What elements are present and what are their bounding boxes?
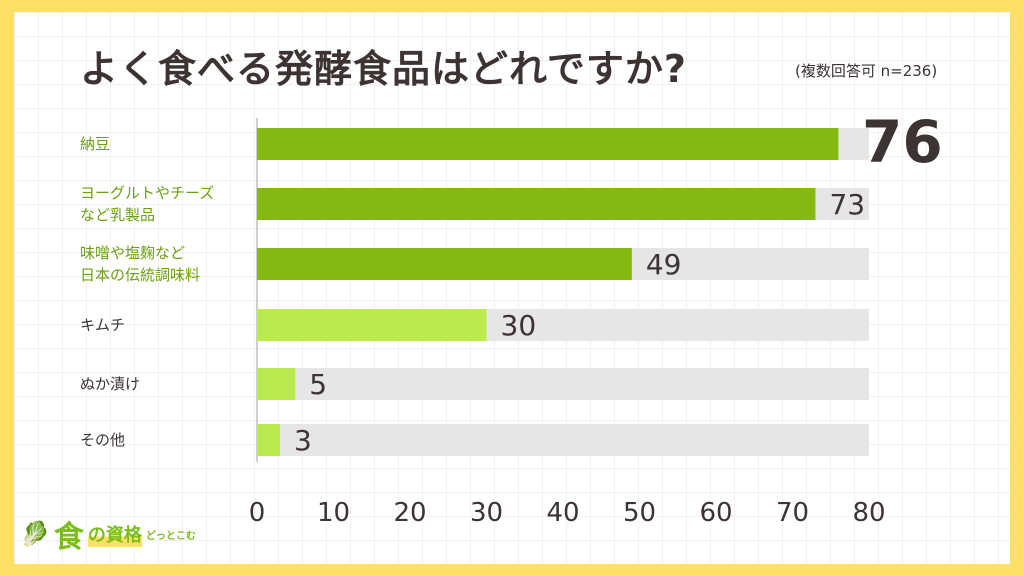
x-tick-label: 60 <box>699 498 732 528</box>
category-label: ヨーグルトやチーズ など乳製品 <box>80 184 215 224</box>
data-label: 3 <box>294 424 312 457</box>
bar <box>257 368 296 400</box>
data-label: 5 <box>309 368 327 401</box>
data-label: 73 <box>829 188 865 221</box>
bar <box>257 248 632 280</box>
logo: 🥬 食 の資格 どっとこむ <box>20 512 196 556</box>
chart-subtitle: (複数回答可 n=236) <box>795 62 938 80</box>
x-tick-label: 10 <box>317 498 350 528</box>
chart-frame <box>14 12 1010 564</box>
category-label: 味噌や塩麹など 日本の伝統調味料 <box>80 244 201 284</box>
logo-suffix: どっとこむ <box>145 530 196 542</box>
logo-mark: 食 <box>53 520 84 555</box>
x-tick-label: 30 <box>470 498 503 528</box>
category-label: ぬか漬け <box>80 375 141 393</box>
data-label: 49 <box>646 248 682 281</box>
data-label: 76 <box>862 108 943 176</box>
x-tick-label: 20 <box>393 498 426 528</box>
data-label: 30 <box>501 309 537 342</box>
x-tick-label: 40 <box>546 498 579 528</box>
x-tick-label: 80 <box>852 498 885 528</box>
x-tick-label: 0 <box>249 498 266 528</box>
vegetables-icon: 🥬 <box>20 520 50 548</box>
bar <box>257 188 816 220</box>
bar-track <box>257 424 869 456</box>
category-label: キムチ <box>80 316 126 334</box>
bar <box>257 128 839 160</box>
bar-track <box>257 368 869 400</box>
x-tick-label: 70 <box>776 498 809 528</box>
x-tick-label: 50 <box>623 498 656 528</box>
bar <box>257 309 487 341</box>
category-label: その他 <box>80 431 126 449</box>
chart-title: よく食べる発酵食品はどれですか? <box>80 47 687 91</box>
bar <box>257 424 280 456</box>
logo-text: の資格 <box>87 521 142 547</box>
category-label: 納豆 <box>80 135 111 153</box>
